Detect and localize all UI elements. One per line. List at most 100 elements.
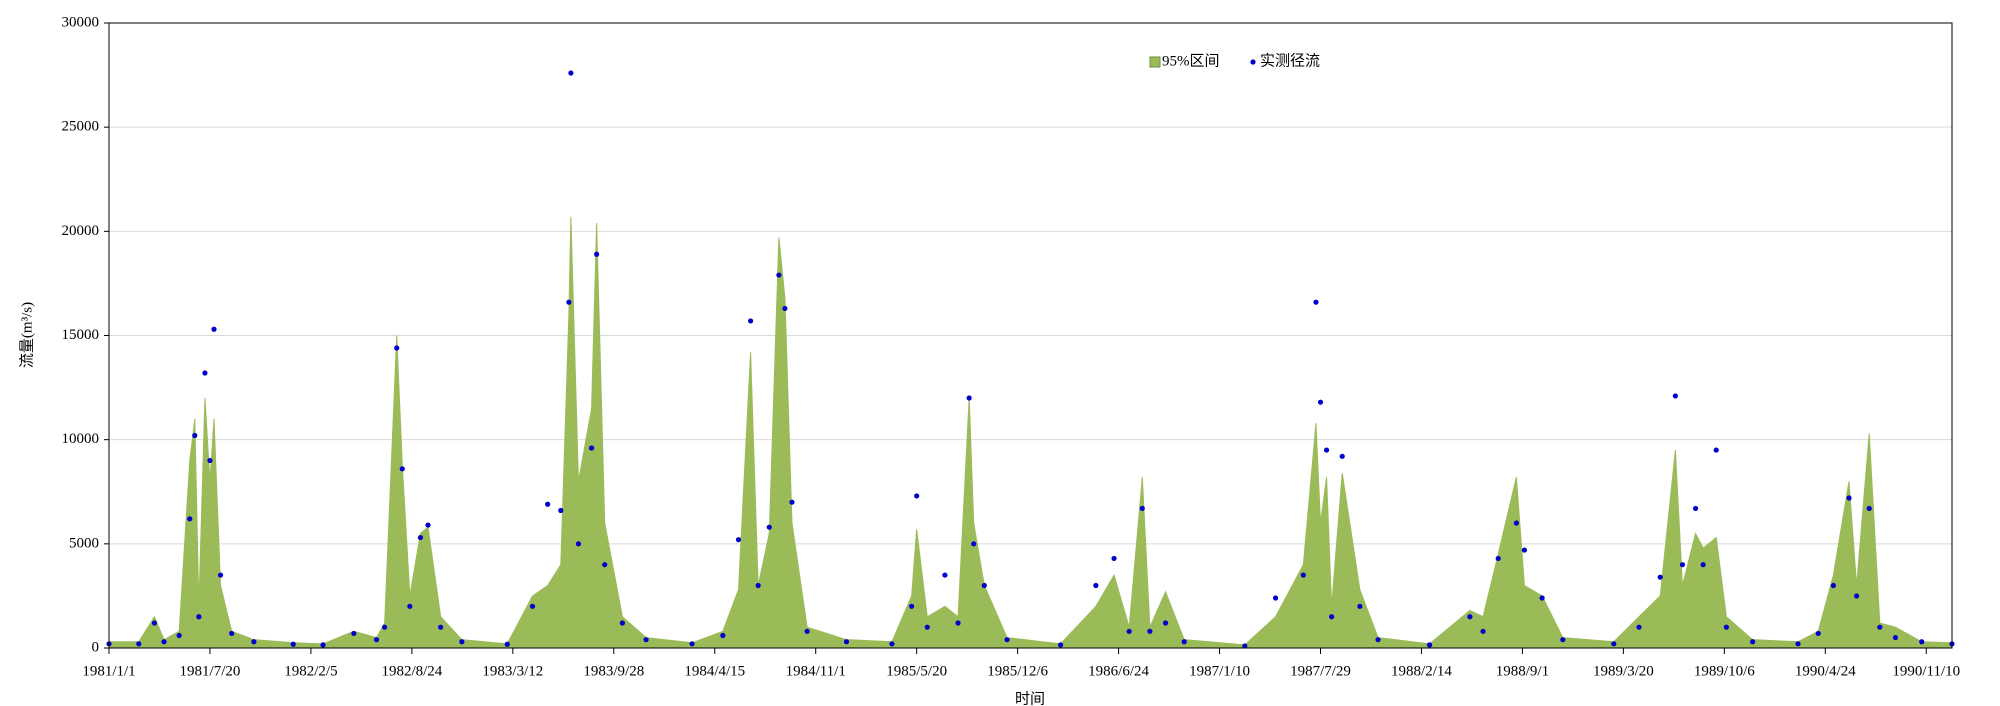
observed-point <box>438 624 444 630</box>
observed-point <box>136 641 142 647</box>
observed-point <box>417 534 424 541</box>
observed-point <box>1126 628 1132 634</box>
observed-point <box>229 630 235 637</box>
observed-point <box>1339 453 1345 459</box>
observed-point <box>1495 555 1501 562</box>
observed-point <box>529 603 536 609</box>
x-tick-label: 1982/2/5 <box>284 663 337 679</box>
observed-point <box>1672 393 1678 399</box>
observed-point <box>1242 643 1248 649</box>
observed-point <box>192 432 198 439</box>
observed-point <box>1853 593 1860 599</box>
observed-point <box>504 641 510 647</box>
observed-point <box>909 603 915 609</box>
observed-point <box>789 499 795 505</box>
observed-point <box>1846 495 1852 501</box>
x-tick-label: 1989/10/6 <box>1694 663 1755 679</box>
x-tick-label: 1983/3/12 <box>482 663 543 679</box>
observed-point <box>1093 582 1099 589</box>
observed-point <box>1700 562 1706 568</box>
observed-point <box>207 457 213 464</box>
observed-point <box>394 345 400 351</box>
observed-point <box>1426 642 1433 648</box>
x-tick-label: 1986/6/24 <box>1088 663 1149 679</box>
observed-point <box>766 524 772 530</box>
observed-point <box>373 637 380 643</box>
x-tick-label: 1990/4/24 <box>1795 663 1856 679</box>
x-tick-label: 1984/11/1 <box>786 663 846 679</box>
observed-point <box>1329 614 1335 620</box>
observed-point <box>804 628 810 634</box>
observed-point <box>1057 642 1064 648</box>
observed-point <box>1892 634 1899 641</box>
observed-point <box>290 641 296 647</box>
observed-point <box>1467 614 1473 620</box>
observed-point <box>588 445 595 451</box>
x-tick-label: 1987/1/10 <box>1189 663 1250 679</box>
observed-point <box>320 642 326 648</box>
x-tick-label: 1988/9/1 <box>1496 663 1549 679</box>
observed-point <box>1611 641 1617 647</box>
observed-point <box>1713 447 1719 453</box>
y-tick-label: 0 <box>92 639 100 655</box>
y-tick-label: 30000 <box>62 14 100 30</box>
observed-point <box>425 522 431 528</box>
observed-point <box>545 501 551 507</box>
x-tick-label: 1984/4/15 <box>684 663 745 679</box>
observed-point <box>161 639 167 645</box>
observed-point <box>955 620 961 626</box>
observed-point <box>1300 572 1306 578</box>
observed-point <box>924 624 930 630</box>
y-tick-label: 25000 <box>62 119 100 135</box>
observed-point <box>1162 620 1169 626</box>
observed-point <box>566 299 572 305</box>
observed-point <box>1657 574 1663 580</box>
observed-point <box>755 582 761 589</box>
observed-point <box>1139 505 1145 512</box>
observed-point <box>196 614 202 620</box>
observed-point <box>1679 562 1686 568</box>
observed-point <box>251 639 257 645</box>
observed-point <box>1723 624 1729 630</box>
observed-point <box>843 639 850 645</box>
observed-point <box>643 637 649 643</box>
plot-frame <box>108 22 1953 649</box>
y-tick-label: 20000 <box>62 223 100 239</box>
y-axis-label: 流量(m³/s) <box>18 302 35 368</box>
observed-point <box>1111 555 1117 562</box>
observed-point <box>1750 639 1756 645</box>
observed-point <box>1513 520 1519 526</box>
observed-point <box>1636 624 1642 630</box>
observed-point <box>1272 595 1279 601</box>
x-tick-label: 1990/11/10 <box>1892 663 1960 679</box>
observed-point <box>1560 637 1566 643</box>
observed-point <box>176 632 182 639</box>
x-tick-label: 1983/9/28 <box>583 663 644 679</box>
observed-point <box>619 620 625 626</box>
observed-point <box>966 395 972 401</box>
observed-point <box>1004 637 1010 643</box>
observed-point <box>981 582 987 589</box>
observed-point <box>602 562 608 568</box>
observed-point <box>689 641 695 647</box>
observed-point <box>1692 505 1699 512</box>
observed-point <box>782 305 788 312</box>
observed-point <box>1357 603 1363 609</box>
observed-point <box>735 537 742 543</box>
observed-point <box>459 639 465 645</box>
observed-point <box>1919 639 1925 645</box>
observed-point <box>382 624 388 630</box>
observed-point <box>575 541 582 547</box>
x-tick-label: 1987/7/29 <box>1290 663 1351 679</box>
x-tick-label: 1985/5/20 <box>886 663 947 679</box>
observed-point <box>1317 399 1324 405</box>
observed-point <box>1877 624 1883 630</box>
observed-point <box>1323 447 1330 453</box>
observed-point <box>1795 641 1801 647</box>
legend-label: 95%区间 <box>1162 52 1220 69</box>
observed-point <box>1815 630 1821 637</box>
observed-point <box>942 572 948 578</box>
observed-point <box>211 326 217 332</box>
observed-point <box>351 630 357 637</box>
